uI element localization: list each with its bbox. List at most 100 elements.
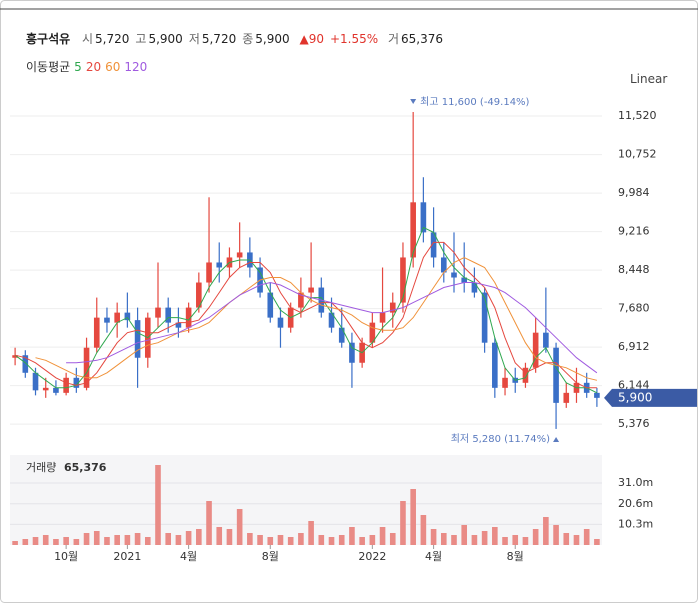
- candle-body: [12, 355, 18, 358]
- candle-body: [298, 292, 304, 308]
- quote-value: 5,720: [201, 32, 237, 46]
- x-tick-label: 4월: [180, 550, 197, 563]
- min-label: 최저 5,280 (11.74%): [451, 433, 550, 445]
- candle-body: [175, 322, 182, 328]
- legend-entry: 20: [85, 60, 102, 74]
- ma-title: 이동평균: [26, 60, 71, 74]
- volume-bar: [389, 533, 396, 545]
- change: 90: [308, 32, 324, 46]
- scale-mode[interactable]: Linear: [630, 72, 668, 86]
- candle-body: [338, 327, 345, 343]
- candle-body: [563, 392, 570, 403]
- volume-bar: [543, 517, 549, 545]
- volume-bar: [114, 535, 120, 545]
- volume-bar: [287, 537, 294, 545]
- volume-panel: [10, 455, 602, 545]
- candle-body: [502, 377, 508, 388]
- candle-body: [267, 292, 274, 318]
- volume-bar: [155, 465, 161, 545]
- candle-body: [308, 287, 314, 293]
- y-tick-label: 9,216: [618, 225, 650, 238]
- volume-bar: [22, 539, 29, 545]
- volume-bar: [73, 539, 80, 545]
- volume-bar: [522, 537, 529, 545]
- candle-body: [389, 302, 396, 313]
- volume-bar: [594, 539, 600, 545]
- quote-value: 5,900: [148, 32, 183, 46]
- candle-body: [553, 347, 559, 403]
- candle-body: [134, 320, 141, 358]
- candle-body: [277, 317, 284, 328]
- volume-bar: [124, 535, 131, 545]
- volume-bar: [318, 535, 325, 545]
- volume-bar: [440, 533, 447, 545]
- header: 흥구석유 시 5,720 고 5,900 저 5,720 종 5,900 ▲90 +1.55% …: [26, 30, 449, 47]
- candle-body: [594, 392, 600, 398]
- volume-bar: [481, 531, 488, 545]
- candle-body: [379, 312, 386, 323]
- min-marker: [553, 436, 560, 442]
- candle-body: [63, 377, 69, 393]
- volume-bar: [83, 533, 90, 545]
- volume-bar: [257, 535, 263, 545]
- candle-body: [328, 312, 335, 328]
- ma-line: [14, 226, 598, 394]
- candle-body: [410, 202, 416, 258]
- candle-body: [165, 307, 172, 323]
- volume-bar: [369, 535, 376, 545]
- volume-bar: [451, 535, 457, 545]
- quote-key: 고: [135, 32, 147, 46]
- volume-bar: [63, 537, 69, 545]
- y-tick-label: 5,376: [618, 417, 650, 430]
- x-tick-label: 2021: [113, 550, 141, 563]
- volume-bar: [134, 533, 141, 545]
- volume-key: 거: [387, 32, 400, 46]
- volume-tick-label: 10.3m: [618, 517, 653, 530]
- candle-body: [196, 282, 202, 308]
- quote-key: 시: [82, 32, 94, 46]
- candle-body: [124, 312, 131, 321]
- volume-bar: [430, 529, 437, 545]
- volume-bar: [359, 537, 365, 545]
- candle-body: [216, 262, 223, 268]
- price-tag: [604, 388, 697, 407]
- volume-bar: [226, 529, 233, 545]
- volume-bar: [328, 537, 335, 545]
- price-tag-label: 5,900: [618, 390, 652, 404]
- candle-body: [73, 377, 80, 388]
- volume-bar: [573, 535, 580, 545]
- volume-bar: [471, 535, 478, 545]
- volume-bar: [492, 527, 498, 545]
- volume-bar: [308, 521, 314, 545]
- volume-bar: [175, 535, 182, 545]
- candle-body: [492, 342, 498, 388]
- candle-body: [185, 307, 192, 328]
- volume-bar: [410, 489, 416, 545]
- quote-value: 5,900: [255, 32, 290, 46]
- volume-bar: [236, 509, 243, 545]
- volume-bar: [461, 525, 468, 545]
- candle-body: [93, 317, 100, 348]
- volume-bar: [379, 527, 386, 545]
- candle-body: [430, 232, 437, 258]
- candle-body: [440, 257, 447, 273]
- y-tick-label: 8,448: [618, 263, 650, 276]
- candle-body: [420, 202, 427, 233]
- volume-bar: [563, 533, 570, 545]
- volume-title: 거래량: [26, 461, 56, 474]
- candle-body: [543, 332, 549, 348]
- candle-body: [104, 317, 110, 323]
- max-label: 최고 11,600 (-49.14%): [420, 96, 529, 108]
- volume-tick-label: 20.6m: [618, 497, 653, 510]
- volume-tick-label: 31.0m: [618, 476, 653, 489]
- volume-bar: [267, 537, 274, 545]
- candle-body: [155, 307, 161, 318]
- y-tick-label: 6,144: [618, 379, 650, 392]
- candle-body: [369, 322, 376, 343]
- volume-bar: [553, 525, 559, 545]
- y-tick-label: 7,680: [618, 302, 650, 315]
- volume-bar: [349, 527, 355, 545]
- candle-body: [532, 332, 539, 368]
- volume-value: 65,376: [401, 32, 444, 46]
